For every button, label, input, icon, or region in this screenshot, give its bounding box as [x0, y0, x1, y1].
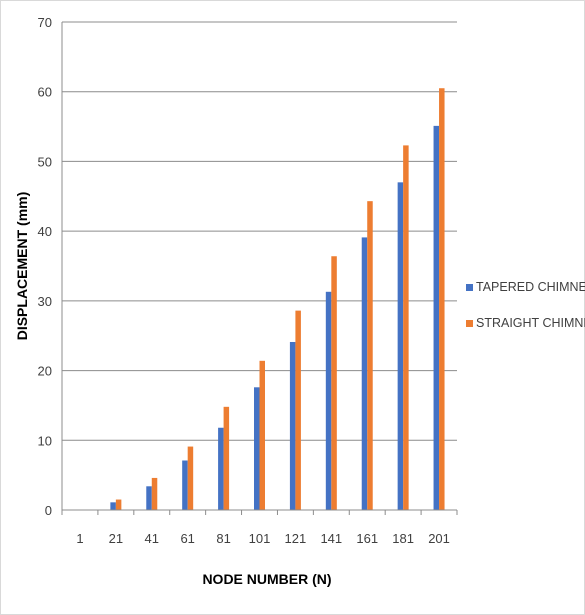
x-tick-label: 101: [249, 531, 271, 546]
x-tick-label: 41: [145, 531, 159, 546]
x-tick-label: 141: [320, 531, 342, 546]
bar-tapered: [433, 125, 440, 511]
bar-straight: [331, 256, 337, 510]
x-tick-label: 61: [180, 531, 194, 546]
bar-straight: [367, 201, 373, 510]
bar-straight: [223, 406, 230, 510]
bar-tapered: [146, 486, 152, 510]
bar-tapered: [254, 387, 260, 510]
legend-swatch: [466, 320, 473, 327]
y-tick-label: 60: [38, 85, 52, 100]
y-axis-title: DISPLACEMENT (mm): [14, 192, 30, 341]
legend-label: TAPERED CHIMNEY: [476, 280, 585, 294]
x-tick-label: 201: [428, 531, 450, 546]
bar-tapered: [289, 341, 296, 510]
bar-straight: [115, 499, 122, 510]
x-tick-labels: 1 21 41 61 81 101 121 141 161 181 201: [76, 531, 450, 546]
x-tick-label: 21: [109, 531, 123, 546]
bar-straight: [403, 145, 409, 510]
gridlines: [62, 21, 457, 441]
bars: [110, 88, 445, 511]
x-axis-title: NODE NUMBER (N): [202, 571, 331, 587]
x-tick-label: 181: [392, 531, 414, 546]
x-tick-label: 161: [356, 531, 378, 546]
y-tick-label: 40: [38, 224, 52, 239]
axes: [61, 22, 458, 515]
y-tick-label: 10: [38, 433, 52, 448]
bar-tapered: [325, 291, 332, 510]
y-tick-labels: 0 10 20 30 40 50 60 70: [38, 15, 52, 518]
bar-tapered: [361, 237, 368, 510]
y-tick-label: 0: [45, 503, 52, 518]
y-tick-label: 50: [38, 154, 52, 169]
bar-tapered: [397, 182, 404, 511]
y-tick-label: 30: [38, 294, 52, 309]
legend: TAPERED CHIMNEY STRAIGHT CHIMNEY: [466, 280, 585, 330]
x-tick-label: 1: [76, 531, 83, 546]
x-tick-label: 81: [216, 531, 230, 546]
bar-straight: [187, 446, 194, 510]
bar-straight: [295, 310, 301, 510]
bar-tapered: [182, 460, 188, 510]
legend-label: STRAIGHT CHIMNEY: [476, 316, 585, 330]
bar-tapered: [110, 502, 116, 510]
bar-straight: [259, 360, 265, 510]
bar-straight: [151, 477, 158, 510]
y-tick-label: 70: [38, 15, 52, 30]
bar-straight: [439, 88, 445, 510]
y-tick-label: 20: [38, 364, 52, 379]
x-tick-label: 121: [285, 531, 307, 546]
bar-tapered: [218, 427, 224, 510]
legend-swatch: [466, 284, 473, 291]
